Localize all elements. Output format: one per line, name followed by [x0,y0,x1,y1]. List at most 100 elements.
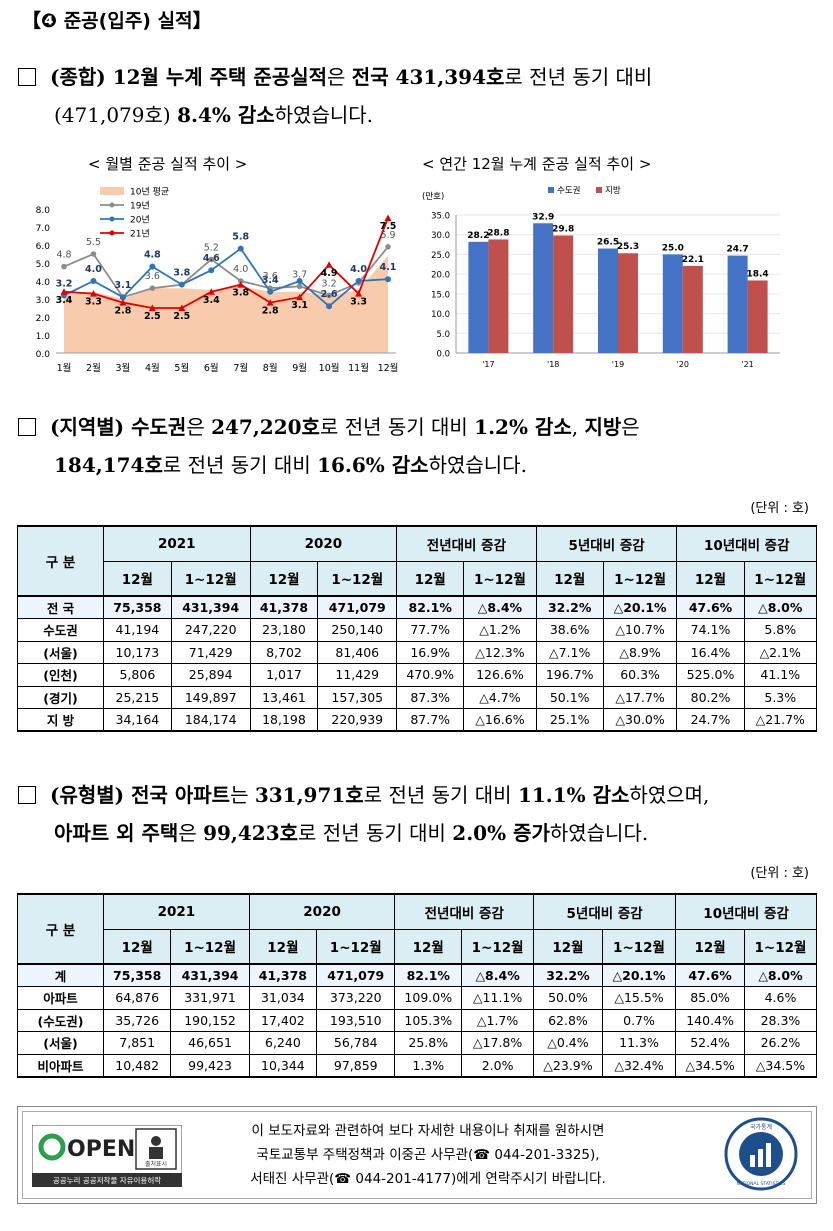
table-cell: 109.0% [394,986,463,1010]
table-cell: 23,180 [249,618,319,642]
col-gubun: 구 분 [17,525,104,597]
data-label: 5.9 [380,230,395,241]
summary-paragraph: (종합) 12월 누계 주택 준공실적은 전국 431,394호로 전년 동기 … [18,58,652,134]
data-point [119,299,127,306]
col-5y: 5년대비 증감 [535,525,678,562]
data-label: 3.2 [322,278,337,289]
table-cell: 11.3% [601,1031,677,1055]
table-cell: 18,198 [249,708,319,732]
data-label: 24.7 [726,245,748,255]
legend-marker [109,202,115,208]
data-point [90,251,97,257]
data-point [237,278,244,284]
data-point [385,276,391,283]
data-point [266,299,274,306]
table-cell: 471,079 [317,595,398,619]
data-point [355,290,363,297]
data-label: 4.1 [380,262,397,273]
area-10yr-avg [64,255,388,353]
legend-swatch [100,187,124,195]
y-tick-label: 3.0 [36,296,51,306]
legend-swatch [596,187,602,193]
data-point [89,290,97,297]
data-label: 7.5 [380,221,397,232]
table-row: 지 방 34,164 184,174 18,198 220,939 87.7% △16.6%… [17,708,818,732]
table-cell: 28.3% [743,1008,818,1032]
table-cell: 50.1% [535,685,604,709]
table-cell: △0.4% [533,1031,603,1055]
data-label: 5.2 [204,242,219,253]
table-cell: 62.8% [533,1008,603,1032]
bar-수도권 [468,241,489,353]
table-cell: 431,394 [170,963,250,987]
table-cell: 11,429 [317,663,398,687]
bar-지방 [553,235,574,353]
table-cell: 8,702 [249,640,319,664]
table-cell: 1.3% [394,1053,463,1078]
table-cell: 4.6% [743,986,818,1010]
table-cell: 38.6% [535,618,604,642]
legend-marker [109,230,115,236]
data-point [61,263,67,270]
table-cell: 184,174 [170,708,251,732]
bar-지방 [618,253,638,353]
open-text: OPEN [67,1137,135,1162]
table-cell: 82.1% [394,963,463,987]
table-cell: △8.0% [743,963,818,987]
table-cell: 17,402 [248,1008,318,1032]
table-cell: 431,394 [170,595,251,619]
data-point [237,281,245,288]
row-label: 전 국 [17,595,104,619]
table-cell: 10,482 [102,1053,172,1078]
legend-label: 수도권 [557,185,580,196]
table-cell: 525.0% [676,663,745,687]
data-point [385,244,391,250]
table-cell: 75,358 [102,963,172,987]
monthly-completion-chart: 0.0 1.0 2.0 3.0 4.0 5.0 6.0 7.0 8.0 1월 2월 3월 4월 5월 6월 7… [36,187,399,375]
bar-수도권 [662,254,683,353]
data-point [148,304,156,311]
data-label: 3.4 [262,275,279,286]
data-label: 25.0 [662,243,684,253]
table-cell: 16.9% [396,640,465,664]
type-paragraph: (유형별) 전국 아파트는 331,971호로 전년 동기 대비 11.1% 감… [18,776,709,852]
data-label: 5.5 [86,237,101,248]
x-tick-label: '18 [547,360,559,369]
table-cell: △15.5% [601,986,677,1010]
table-cell: 47.6% [676,595,745,619]
data-point [237,245,244,252]
data-label: 3.6 [145,271,160,282]
data-point [90,278,97,284]
table-cell: △34.5% [675,1053,745,1078]
table-cell: 193,510 [316,1008,396,1032]
row-label: 지 방 [17,708,104,732]
table-cell: 31,034 [248,986,318,1010]
y-tick-label: 20.0 [431,271,450,281]
data-label: 2.5 [144,311,161,322]
table-cell: 25.1% [535,708,604,732]
table-cell: 331,971 [170,986,250,1010]
data-label: 3.4 [203,295,220,306]
x-tick-label: 2월 [86,362,101,374]
table-cell: 105.3% [394,1008,463,1032]
table-row: 전 국 75,358 431,394 41,378 471,079 82.1% △8.4% 3… [17,595,818,619]
y-tick-label: 35.0 [431,212,450,222]
table-cell: 32.2% [533,963,603,987]
x-tick-label: '19 [612,360,624,369]
data-label: 22.1 [682,255,704,265]
table-cell: △34.5% [743,1053,818,1078]
table-cell: 99,423 [170,1053,250,1078]
col-10y: 10년대비 증감 [676,525,817,562]
table-row: 비아파트 10,482 99,423 10,344 97,859 1.3% 2.0% △23.… [17,1053,818,1078]
table-cell: 250,140 [317,618,398,642]
chart-annual-title: < 연간 12월 누계 준공 실적 추이 > [422,155,652,173]
row-label: (경기) [17,685,104,709]
table-cell: 5.3% [743,685,818,709]
data-point [208,267,215,274]
table-cell: 64,876 [102,986,172,1010]
open-license-logo: OPEN 출처표시 공공누리 공공저작물 자유이용허락 [32,1125,182,1187]
data-point [267,288,274,295]
data-label: 4.0 [85,264,102,275]
data-label: 4.0 [350,264,367,275]
data-point [207,288,215,295]
